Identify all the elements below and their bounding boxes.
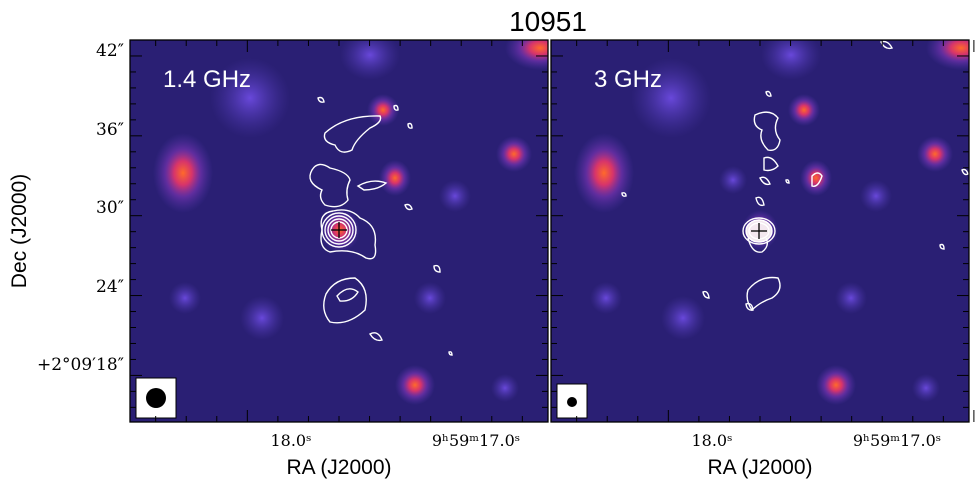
panel-1-4ghz: 1.4 GHz [129,39,554,423]
figure-title: 10951 [509,6,587,37]
panel-2-label: 3 GHz [594,66,662,93]
x-tick-label-left-17: 9ʰ59ᵐ17.0ˢ [432,431,520,450]
x-tick-label-right-17: 9ʰ59ᵐ17.0ˢ [853,431,941,450]
panel-3ghz: 3 GHz [550,39,975,423]
x-tick-label-left-18: 18.0ˢ [270,431,311,450]
y-tick-label-24: 24″ [96,277,124,297]
panel-2-ticks [551,40,975,422]
x-axis-label-left: RA (J2000) [286,456,391,479]
panel-1-label: 1.4 GHz [163,66,251,93]
y-tick-label-36: 36″ [96,120,124,140]
panel-1-contours [309,96,453,356]
y-axis-label: Dec (J2000) [8,174,31,288]
y-tick-label-30: 30″ [96,198,124,218]
y-tick-label-42: 42″ [96,41,124,61]
y-tick-labels: 42″ 36″ 30″ 24″ +2°09′18″ [37,41,124,375]
panel-1-ticks [130,40,554,422]
x-tick-label-right-18: 18.0ˢ [691,431,732,450]
panel-1-beam [135,377,177,419]
x-axis-label-right: RA (J2000) [707,456,812,479]
y-tick-label-18: +2°09′18″ [37,355,124,375]
panel-2-beam [556,383,588,419]
panel-1-target-marker [331,222,347,238]
x-tick-labels: 18.0ˢ 9ʰ59ᵐ17.0ˢ 18.0ˢ 9ʰ59ᵐ17.0ˢ [270,431,941,450]
panel-2-target-marker [751,223,767,239]
